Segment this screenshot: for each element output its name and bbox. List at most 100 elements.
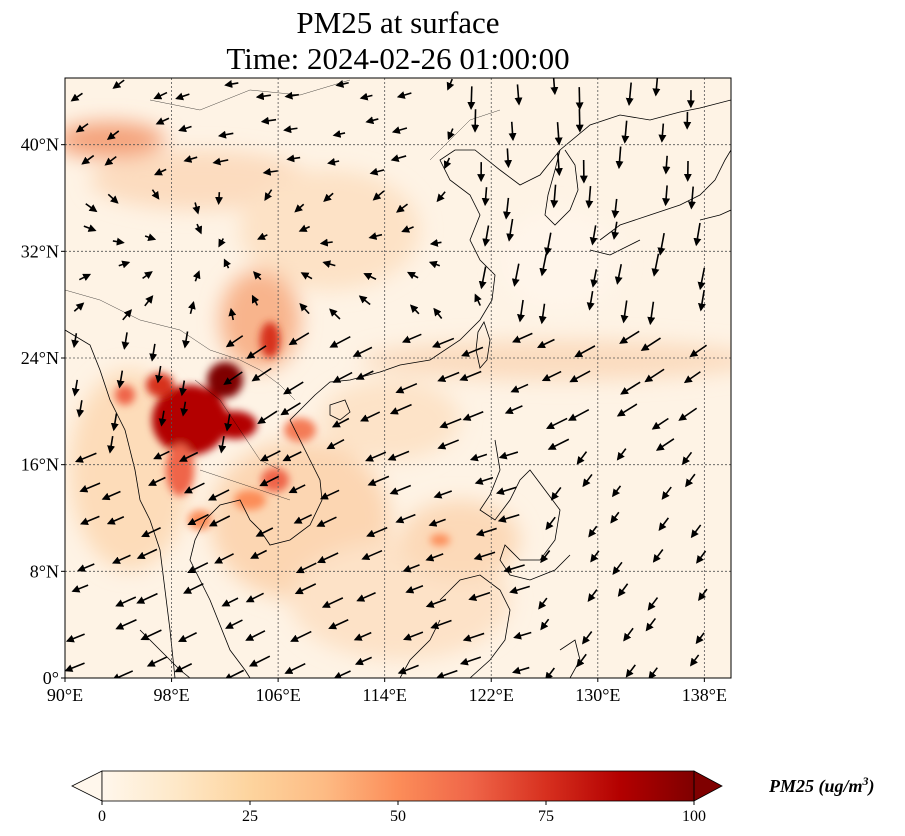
wind-arrow bbox=[106, 515, 125, 525]
wind-arrow bbox=[111, 554, 131, 564]
wind-arrow bbox=[645, 617, 657, 632]
wind-arrow bbox=[83, 224, 97, 232]
wind-arrow bbox=[144, 295, 154, 307]
wind-arrow bbox=[174, 663, 193, 673]
wind-arrow bbox=[355, 370, 374, 380]
wind-arrow bbox=[497, 513, 520, 523]
wind-arrow bbox=[586, 291, 595, 311]
wind-arrow bbox=[223, 258, 231, 269]
wind-arrow bbox=[212, 157, 229, 166]
wind-arrow bbox=[175, 92, 190, 101]
wind-arrow bbox=[321, 597, 344, 608]
wind-arrow bbox=[428, 260, 441, 269]
map-field bbox=[65, 78, 731, 678]
wind-arrow bbox=[178, 632, 197, 642]
wind-arrow bbox=[459, 370, 482, 382]
wind-arrow bbox=[619, 330, 640, 344]
wind-arrow bbox=[369, 167, 385, 176]
wind-arrow bbox=[116, 370, 125, 389]
wind-arrow bbox=[509, 585, 530, 595]
wind-arrow bbox=[214, 553, 234, 564]
wind-arrow bbox=[574, 345, 596, 358]
wind-arrow bbox=[397, 664, 419, 675]
wind-arrow bbox=[183, 155, 198, 163]
wind-arrow bbox=[685, 473, 696, 488]
wind-arrow bbox=[550, 486, 562, 501]
wind-arrow bbox=[208, 515, 231, 527]
wind-arrow bbox=[146, 656, 168, 667]
wind-arrow bbox=[115, 619, 137, 630]
tick-label-lon: 122°E bbox=[469, 685, 514, 705]
wind-arrow bbox=[333, 670, 351, 678]
wind-arrow bbox=[112, 79, 125, 89]
korea bbox=[544, 149, 579, 226]
wind-arrow bbox=[498, 451, 519, 460]
wind-arrow bbox=[332, 371, 353, 383]
wind-arrow bbox=[363, 273, 377, 281]
wind-arrow bbox=[372, 190, 385, 201]
wind-arrow bbox=[192, 202, 201, 215]
wind-arrow bbox=[615, 146, 624, 170]
wind-arrow bbox=[698, 588, 708, 601]
wind-arrow bbox=[475, 527, 497, 537]
wind-arrow bbox=[215, 192, 224, 206]
wind-arrow bbox=[223, 669, 245, 678]
wind-arrow bbox=[436, 191, 446, 203]
wind-arrow bbox=[696, 550, 707, 564]
wind-arrow bbox=[689, 654, 700, 667]
wind-arrow bbox=[256, 232, 268, 240]
wind-arrow bbox=[478, 266, 487, 290]
wind-arrow bbox=[288, 484, 306, 494]
wind-arrow bbox=[331, 417, 350, 428]
colorbar-label: PM25 (ug/m3) bbox=[769, 774, 875, 796]
wind-arrow bbox=[225, 335, 244, 348]
latitude-ticks: 0° 8°N 16°N 24°N 32°N 40°N bbox=[21, 135, 65, 688]
wind-arrow bbox=[402, 564, 420, 573]
wind-arrow bbox=[354, 656, 372, 666]
wind-arrow bbox=[389, 403, 412, 415]
wind-arrow bbox=[657, 233, 666, 256]
wind-arrow bbox=[387, 450, 410, 461]
wind-arrow bbox=[544, 667, 556, 678]
wind-arrow bbox=[74, 452, 97, 463]
wind-arrow bbox=[690, 524, 702, 539]
wind-arrow bbox=[280, 402, 301, 416]
wind-arrow bbox=[283, 381, 304, 395]
wind-arrow bbox=[78, 273, 92, 282]
wind-arrow bbox=[545, 516, 556, 531]
wind-arrow bbox=[352, 346, 373, 357]
wind-arrow bbox=[104, 155, 117, 166]
wind-arrow bbox=[136, 592, 158, 604]
wind-arrow bbox=[647, 597, 659, 611]
tick-label-lon: 138°E bbox=[682, 685, 727, 705]
wind-arrow bbox=[611, 198, 620, 219]
colorbar-ticks: 0 25 50 75 100 bbox=[98, 801, 706, 825]
wind-arrow bbox=[257, 410, 278, 425]
wind-arrow bbox=[327, 157, 340, 166]
wind-arrow bbox=[437, 439, 459, 450]
wind-arrow bbox=[359, 92, 373, 101]
wind-arrow bbox=[433, 490, 452, 499]
borders bbox=[65, 79, 501, 501]
wind-arrow bbox=[512, 332, 533, 343]
wind-arrow bbox=[683, 371, 701, 384]
wind-arrow bbox=[544, 232, 552, 256]
wind-arrow bbox=[652, 78, 661, 97]
colorbar-tick-label: 25 bbox=[242, 808, 258, 825]
wind-arrow bbox=[540, 618, 550, 631]
wind-arrow bbox=[251, 367, 272, 382]
wind-arrow bbox=[587, 589, 598, 602]
wind-arrow bbox=[217, 130, 234, 139]
wind-arrow bbox=[576, 653, 587, 668]
wind-arrow bbox=[253, 271, 262, 281]
wind-arrow bbox=[107, 193, 119, 204]
wind-arrow bbox=[365, 116, 379, 125]
wind-arrow bbox=[121, 332, 130, 350]
wind-arrow bbox=[122, 309, 132, 321]
wind-arrow bbox=[468, 591, 491, 602]
burma-coast bbox=[65, 329, 176, 678]
wind-arrow bbox=[474, 476, 494, 485]
wind-arrow bbox=[115, 596, 137, 607]
wind-arrow bbox=[681, 451, 693, 466]
